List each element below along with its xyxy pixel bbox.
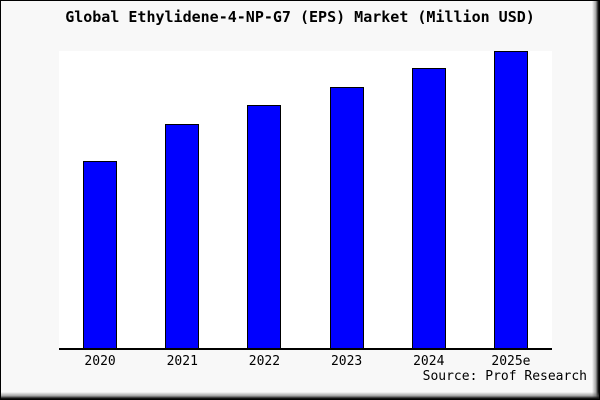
x-axis-label-2023: 2023: [330, 354, 363, 369]
x-axis-labels: 2020 2021 2022 2023 2024 2025e: [59, 354, 552, 369]
x-axis-label-2025e: 2025e: [491, 354, 531, 369]
bar-2023: [329, 87, 364, 348]
bar-2024: [411, 68, 446, 348]
source-note: Source: Prof Research: [422, 369, 587, 384]
bar-2025e: [493, 51, 528, 348]
x-axis-label-2020: 2020: [84, 354, 116, 369]
x-axis-label-2024: 2024: [413, 354, 445, 369]
chart-title: Global Ethylidene-4-NP-G7 (EPS) Market (…: [65, 8, 535, 26]
frame-shadow-bottom: [1, 392, 599, 399]
x-axis-label-2021: 2021: [166, 354, 198, 369]
bar-2021: [165, 124, 200, 348]
bar-2022: [247, 105, 282, 348]
bar-slot-2024: [388, 51, 470, 348]
plot-area: [59, 51, 552, 350]
bar-slot-2021: [141, 51, 223, 348]
bar-slot-2022: [223, 51, 305, 348]
bars-row: [59, 51, 552, 348]
bar-2020: [83, 161, 118, 348]
frame-shadow-right: [592, 1, 599, 399]
bar-slot-2023: [306, 51, 388, 348]
bar-slot-2020: [59, 51, 141, 348]
bar-slot-2025e: [470, 51, 552, 348]
x-axis-label-2022: 2022: [248, 354, 281, 369]
